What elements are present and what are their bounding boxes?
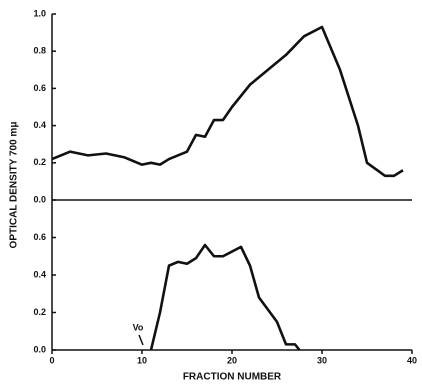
y-tick-label: 0.6: [33, 232, 46, 242]
y-tick-label: 0.4: [33, 269, 46, 279]
y-tick-label: 0.2: [33, 307, 46, 317]
y-tick-label: 0.8: [33, 46, 46, 56]
x-tick-label: 40: [407, 355, 417, 365]
annotation-arrow: [138, 334, 144, 346]
data-line: [51, 25, 404, 178]
y-tick-label: 0.0: [33, 344, 46, 354]
x-axis-label: FRACTION NUMBER: [183, 372, 282, 383]
x-tick-label: 10: [137, 355, 147, 365]
y-tick-label: 1.0: [33, 8, 46, 18]
data-line: [149, 243, 301, 351]
x-tick-label: 30: [317, 355, 327, 365]
y-tick-label: 0.6: [33, 83, 46, 93]
annotation: Vo: [133, 322, 144, 332]
x-tick-label: 20: [227, 355, 237, 365]
y-tick-label: 0.0: [33, 194, 46, 204]
x-tick-label: 0: [49, 355, 54, 365]
y-tick-label: 0.4: [33, 120, 46, 130]
y-tick-label: 0.2: [33, 157, 46, 167]
y-axis-label: OPTICAL DENSITY 700 mμ: [9, 122, 20, 249]
